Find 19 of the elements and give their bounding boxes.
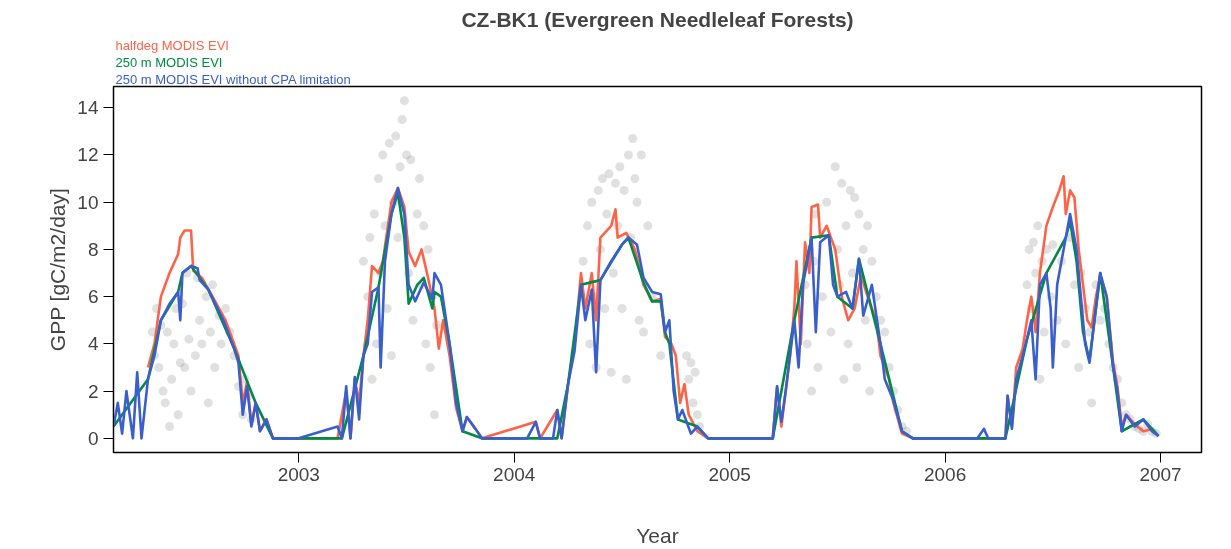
y-tick-label: 10 <box>77 191 99 213</box>
y-axis-title: GPP [gC/m2/day] <box>46 188 70 352</box>
chart-title: CZ-BK1 (Evergreen Needleleaf Forests) <box>461 7 854 31</box>
y-tick-label: 2 <box>87 380 99 402</box>
text: halfdeg MODIS EVI <box>115 37 229 53</box>
y-tick-label: 14 <box>77 97 99 119</box>
x-tick-label: 2007 <box>1139 463 1182 485</box>
y-tick-label: 12 <box>77 144 99 166</box>
y-tick-label: 0 <box>87 427 99 449</box>
x-tick-label: 2005 <box>708 463 751 485</box>
text: 250 m MODIS EVI without CPA limitation <box>115 71 351 87</box>
x-tick-label: 2006 <box>923 463 967 485</box>
x-tick-label: 2004 <box>493 463 536 485</box>
y-tick-label: 8 <box>87 238 99 260</box>
x-tick-label: 2003 <box>277 463 320 485</box>
x-axis-title: Year <box>636 523 679 547</box>
y-tick-label: 4 <box>87 333 99 355</box>
text: 250 m MODIS EVI <box>115 54 223 70</box>
y-tick-label: 6 <box>87 286 99 308</box>
